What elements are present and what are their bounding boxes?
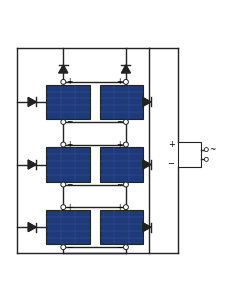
- Text: −: −: [117, 117, 123, 126]
- Bar: [100, 147, 143, 182]
- Text: ~: ~: [209, 145, 216, 154]
- Text: −: −: [117, 243, 123, 252]
- Circle shape: [61, 119, 66, 124]
- Circle shape: [124, 80, 128, 84]
- Text: +: +: [168, 140, 175, 149]
- Polygon shape: [143, 223, 151, 232]
- Text: −: −: [66, 180, 73, 189]
- Polygon shape: [143, 98, 151, 106]
- Circle shape: [61, 182, 66, 187]
- Text: +: +: [117, 140, 123, 149]
- Text: +: +: [66, 140, 73, 149]
- Circle shape: [61, 80, 66, 84]
- Bar: [100, 210, 143, 244]
- Text: +: +: [117, 77, 123, 86]
- Circle shape: [204, 148, 208, 152]
- Bar: [46, 85, 90, 119]
- Polygon shape: [28, 98, 36, 106]
- Bar: [46, 210, 90, 244]
- Circle shape: [124, 119, 128, 124]
- Circle shape: [124, 205, 128, 210]
- Polygon shape: [122, 65, 130, 73]
- Text: −: −: [168, 160, 175, 169]
- Text: +: +: [117, 202, 123, 211]
- Polygon shape: [28, 223, 36, 232]
- Circle shape: [124, 245, 128, 250]
- Polygon shape: [143, 160, 151, 169]
- Bar: [100, 85, 143, 119]
- Circle shape: [204, 158, 208, 161]
- Circle shape: [61, 245, 66, 250]
- Bar: [46, 147, 90, 182]
- Text: +: +: [66, 77, 73, 86]
- Polygon shape: [59, 65, 68, 73]
- Circle shape: [124, 142, 128, 147]
- Text: −: −: [66, 243, 73, 252]
- Polygon shape: [28, 160, 36, 169]
- Bar: [178, 142, 201, 167]
- Text: +: +: [66, 202, 73, 211]
- Circle shape: [61, 142, 66, 147]
- Circle shape: [61, 205, 66, 210]
- Text: −: −: [66, 117, 73, 126]
- Text: −: −: [117, 180, 123, 189]
- Circle shape: [124, 182, 128, 187]
